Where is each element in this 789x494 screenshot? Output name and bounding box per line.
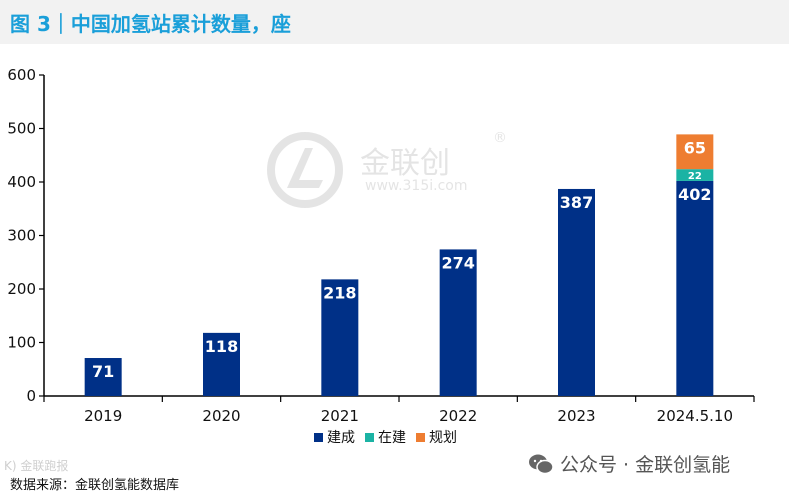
legend: 建成 在建 规划 bbox=[314, 427, 457, 447]
data-label-built: 274 bbox=[441, 253, 474, 272]
data-label-built: 118 bbox=[205, 337, 238, 356]
watermark-logo-icon bbox=[267, 132, 343, 208]
source-overlay: K) 金联跑报 bbox=[4, 459, 69, 473]
source-note: 数据来源：金联创氢能数据库 bbox=[10, 478, 180, 493]
x-tick-label: 2020 bbox=[202, 407, 240, 424]
data-label-under-construction: 22 bbox=[688, 171, 702, 182]
legend-item-planned: 规划 bbox=[416, 427, 457, 447]
legend-item-under-construction: 在建 bbox=[365, 427, 406, 447]
y-tick-label: 600 bbox=[7, 66, 36, 84]
title-bar: 图 3｜中国加氢站累计数量，座 bbox=[0, 0, 789, 44]
data-label-built: 402 bbox=[678, 185, 711, 204]
x-tick-label: 2024.5.10 bbox=[657, 407, 733, 424]
bar-planned bbox=[676, 134, 714, 170]
wechat-account-name: 公众号 · 金联创氢能 bbox=[560, 454, 731, 476]
chart-title: 图 3｜中国加氢站累计数量，座 bbox=[10, 12, 291, 36]
legend-swatch-under-construction bbox=[365, 432, 374, 442]
wechat-icon bbox=[529, 454, 554, 474]
x-tick-label: 2021 bbox=[321, 407, 359, 424]
data-label-built: 218 bbox=[323, 283, 356, 302]
bar-built bbox=[558, 188, 595, 396]
legend-swatch-built bbox=[314, 432, 323, 442]
wechat-account: 公众号 · 金联创氢能 bbox=[528, 450, 730, 477]
y-tick-label: 0 bbox=[26, 387, 36, 405]
x-tick-label: 2023 bbox=[557, 407, 595, 424]
bar-under-construction bbox=[676, 169, 714, 181]
data-label-built: 71 bbox=[92, 362, 114, 381]
watermark: 金联创 ® www.315i.com bbox=[265, 130, 525, 210]
legend-item-built: 建成 bbox=[314, 427, 355, 447]
y-tick-label: 500 bbox=[7, 120, 36, 138]
watermark-registered: ® bbox=[493, 130, 507, 146]
legend-swatch-planned bbox=[416, 432, 425, 442]
legend-label-built: 建成 bbox=[327, 430, 355, 446]
legend-label-planned: 规划 bbox=[429, 430, 457, 446]
legend-label-under-construction: 在建 bbox=[378, 430, 406, 446]
watermark-brand: 金联创 bbox=[360, 146, 450, 181]
bar-built bbox=[321, 279, 359, 396]
bar-built bbox=[84, 358, 122, 396]
data-label-planned: 65 bbox=[684, 138, 706, 157]
y-tick-label: 200 bbox=[7, 280, 36, 298]
bar-built bbox=[439, 249, 477, 396]
watermark-url: www.315i.com bbox=[365, 178, 468, 194]
y-tick-label: 400 bbox=[7, 173, 36, 191]
x-tick-label: 2019 bbox=[84, 407, 122, 424]
y-tick-label: 300 bbox=[7, 227, 36, 245]
x-tick-label: 2022 bbox=[439, 407, 477, 424]
y-tick-label: 100 bbox=[7, 334, 36, 352]
bar-built bbox=[203, 332, 240, 396]
data-label-built: 387 bbox=[560, 193, 593, 212]
chart-canvas: 0 100 200 300 400 500 600 2019 2020 2021 2022 2023 2… bbox=[7, 66, 755, 424]
bar-built bbox=[676, 180, 714, 396]
